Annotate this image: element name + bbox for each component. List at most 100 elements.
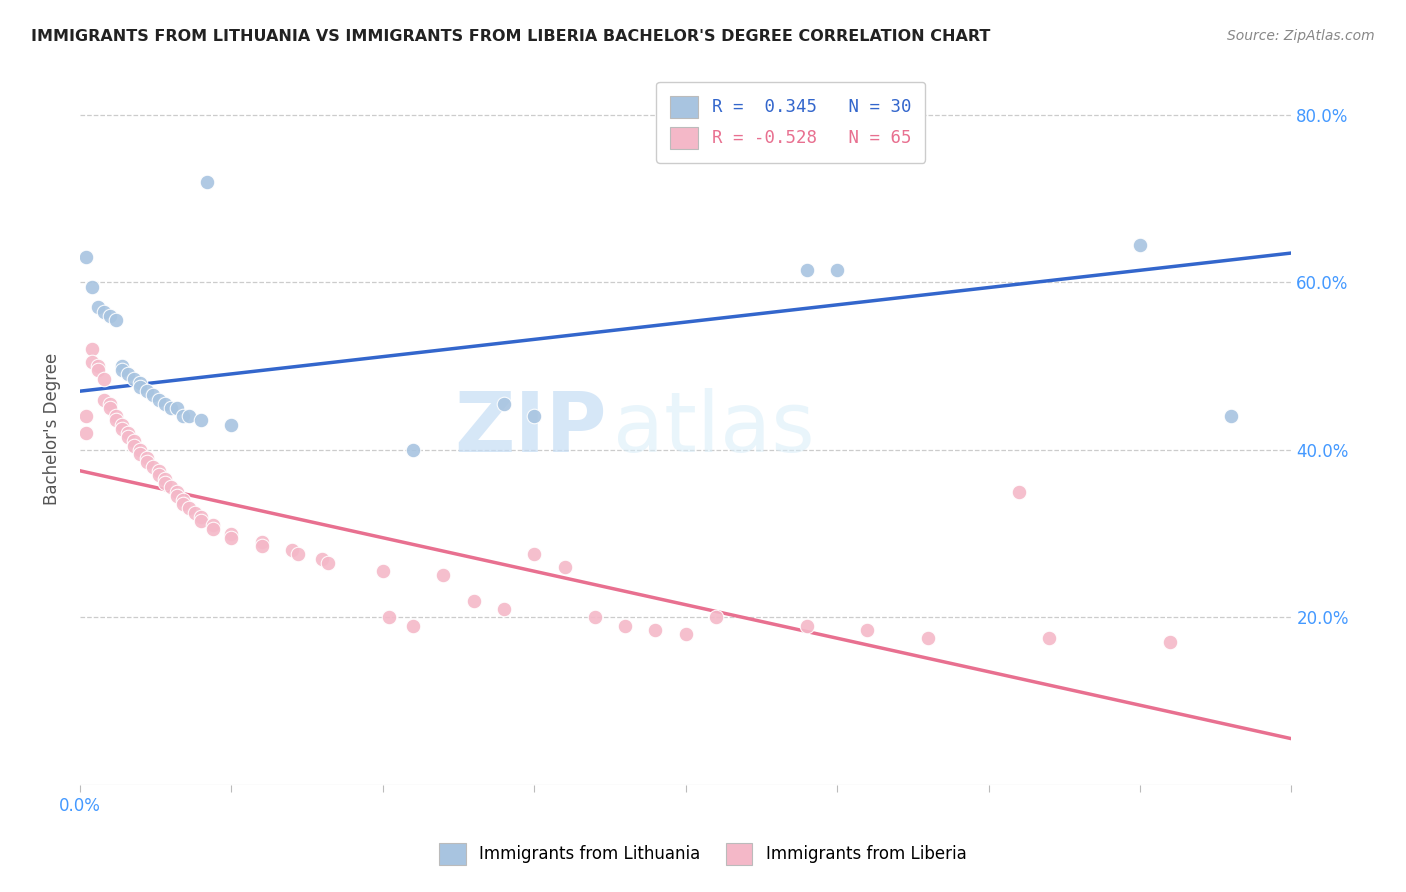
Point [80,279,103,293]
Point [93,371,115,385]
Point [75,250,97,264]
Point [172,409,194,424]
Point [87,363,110,377]
Point [796,262,818,277]
Point [93,304,115,318]
Point [166,484,188,499]
Point [172,497,194,511]
Point [98,401,121,415]
Point [402,618,425,632]
Point [75,409,97,424]
Point [1129,237,1152,252]
Point [148,392,170,407]
Point [98,397,121,411]
Point [796,618,818,632]
Point [583,610,606,624]
Legend: Immigrants from Lithuania, Immigrants from Liberia: Immigrants from Lithuania, Immigrants fr… [432,835,974,873]
Point [287,548,309,562]
Point [153,397,176,411]
Point [195,175,218,189]
Point [221,417,243,432]
Point [153,476,176,491]
Point [80,343,103,357]
Point [553,560,575,574]
Text: atlas: atlas [613,388,814,469]
Point [432,568,454,582]
Point [166,401,188,415]
Point [129,376,152,390]
Point [129,442,152,457]
Point [166,489,188,503]
Point [221,531,243,545]
Point [281,543,304,558]
Point [80,355,103,369]
Point [311,551,333,566]
Point [135,455,157,469]
Point [917,631,939,645]
Point [523,409,546,424]
Point [463,593,485,607]
Point [135,384,157,399]
Point [1038,631,1060,645]
Point [124,434,146,449]
Point [250,535,273,549]
Point [492,397,515,411]
Point [184,506,207,520]
Point [378,610,401,624]
Point [111,363,134,377]
Point [704,610,727,624]
Point [190,514,212,528]
Point [129,447,152,461]
Point [316,556,339,570]
Text: ZIP: ZIP [454,388,607,469]
Point [148,467,170,482]
Point [105,313,128,327]
Point [177,409,200,424]
Point [172,493,194,508]
Point [142,388,165,402]
Point [221,526,243,541]
Point [87,359,110,373]
Point [1159,635,1181,649]
Legend: R =  0.345   N = 30, R = -0.528   N = 65: R = 0.345 N = 30, R = -0.528 N = 65 [657,82,925,162]
Point [402,442,425,457]
Point [93,392,115,407]
Point [202,522,225,536]
Point [250,539,273,553]
Point [1219,409,1241,424]
Point [177,501,200,516]
Point [159,401,181,415]
Point [190,509,212,524]
Point [111,359,134,373]
Point [202,518,225,533]
Point [148,464,170,478]
Point [856,623,879,637]
Point [675,627,697,641]
Text: IMMIGRANTS FROM LITHUANIA VS IMMIGRANTS FROM LIBERIA BACHELOR'S DEGREE CORRELATI: IMMIGRANTS FROM LITHUANIA VS IMMIGRANTS … [31,29,990,44]
Point [117,368,139,382]
Point [129,380,152,394]
Point [111,422,134,436]
Point [124,439,146,453]
Point [153,472,176,486]
Point [87,301,110,315]
Point [523,548,546,562]
Y-axis label: Bachelor's Degree: Bachelor's Degree [44,352,60,505]
Point [644,623,666,637]
Point [117,425,139,440]
Point [135,451,157,466]
Point [492,602,515,616]
Point [614,618,637,632]
Point [98,309,121,323]
Point [105,413,128,427]
Point [75,425,97,440]
Point [111,417,134,432]
Point [190,413,212,427]
Point [371,564,394,578]
Text: Source: ZipAtlas.com: Source: ZipAtlas.com [1227,29,1375,43]
Point [117,430,139,444]
Point [825,262,848,277]
Point [159,481,181,495]
Point [124,371,146,385]
Point [1008,484,1031,499]
